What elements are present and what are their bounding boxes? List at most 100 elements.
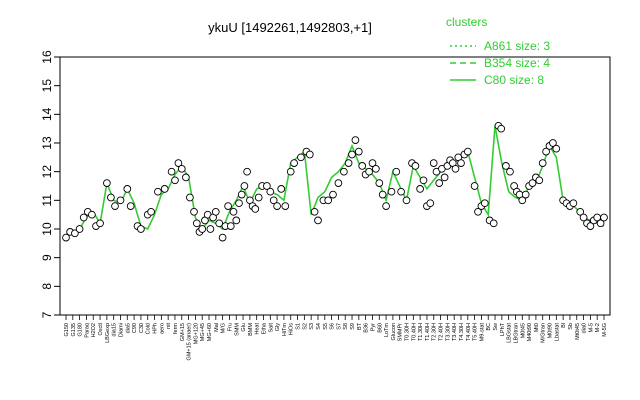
data-point <box>286 167 295 176</box>
x-tick-label: Salt <box>268 323 274 333</box>
data-point <box>171 176 179 185</box>
x-tick-label: ferm <box>173 323 179 334</box>
data-point <box>215 219 224 228</box>
data-point <box>167 167 176 176</box>
data-point <box>251 205 260 213</box>
data-point <box>344 159 353 167</box>
x-tick-label: Sb <box>568 323 574 330</box>
data-point <box>154 187 162 196</box>
x-tick-label: BC <box>486 323 492 331</box>
y-tick-label: 8 <box>40 283 54 290</box>
data-point <box>489 219 498 228</box>
data-point <box>314 216 322 225</box>
data-point <box>474 207 482 216</box>
data-point <box>382 202 390 210</box>
data-point <box>497 124 506 133</box>
data-point <box>569 199 578 208</box>
x-tick-label: B36 <box>364 323 370 333</box>
x-tick-label: MG+60 <box>207 323 213 341</box>
data-point <box>273 202 281 210</box>
x-tick-label: S8 <box>343 323 349 330</box>
x-tick-label: dia0 <box>582 323 588 333</box>
x-tick-label: HPh <box>153 323 159 334</box>
data-point <box>174 159 183 167</box>
x-tick-label: Etha <box>261 322 267 334</box>
x-tick-label: T4.30H <box>459 323 465 341</box>
legend-title: clusters <box>446 15 487 29</box>
data-point <box>310 207 319 216</box>
x-tick-label: S5 <box>323 323 329 330</box>
x-tick-label: G135 <box>71 323 77 336</box>
data-point <box>75 225 84 233</box>
data-point <box>324 196 333 205</box>
data-point <box>107 193 115 202</box>
data-point <box>186 193 194 202</box>
y-tick-label: 12 <box>40 165 54 179</box>
data-point <box>266 187 275 196</box>
data-point <box>235 199 243 208</box>
data-point <box>229 207 238 216</box>
x-tick-label: T0.30H <box>405 323 411 341</box>
x-tick-label: Oxctl <box>98 323 104 336</box>
x-tick-label: BMM <box>248 323 254 336</box>
x-tick-label: Glucon <box>391 323 397 340</box>
data-point <box>290 159 298 167</box>
x-tick-label: Fru <box>227 323 233 331</box>
data-point <box>243 167 251 176</box>
data-point <box>416 185 424 193</box>
x-tick-label: G180 <box>78 323 84 336</box>
legend: clusters A861 size: 3 B354 size: 4 C80 size… <box>446 15 550 87</box>
data-point <box>126 202 135 210</box>
x-tick-label: Mt0 <box>534 323 540 332</box>
x-tick-label: M9-stat <box>479 323 485 342</box>
x-tick-label: Gly <box>275 323 281 332</box>
data-point <box>378 190 387 199</box>
data-point <box>506 167 514 176</box>
data-point <box>354 147 363 156</box>
x-tick-label: Lbastat <box>554 323 560 342</box>
x-tick-label: Sw <box>493 323 499 331</box>
data-point <box>372 164 380 173</box>
x-tick-label: LBGstat <box>507 323 513 343</box>
data-point <box>397 187 405 196</box>
x-tick-label: dia15 <box>112 323 118 336</box>
x-tick-label: M/G <box>221 323 227 333</box>
data-point <box>576 207 585 216</box>
x-tick-label: Heat <box>255 323 261 335</box>
x-tick-label: C90 <box>132 323 138 333</box>
data-point <box>518 196 527 205</box>
data-point <box>552 144 561 153</box>
data-point <box>387 187 396 196</box>
data-point <box>535 176 544 185</box>
data-point <box>254 193 263 202</box>
data-point <box>502 162 510 170</box>
data-point <box>429 159 438 167</box>
x-tick-label: GM+15 <box>180 323 186 341</box>
x-tick-label: T3.40H <box>452 323 458 341</box>
x-tick-label: T1.30H <box>418 323 424 341</box>
data-point <box>281 202 290 210</box>
data-point <box>218 233 227 242</box>
data-point <box>269 196 278 205</box>
data-point <box>71 229 79 238</box>
x-tick-label: aero <box>159 323 165 334</box>
data-point <box>182 173 190 182</box>
x-tick-label: Paraq <box>84 323 90 338</box>
x-tick-label: S2 <box>302 323 308 330</box>
data-point <box>263 182 271 190</box>
data-point <box>240 182 249 190</box>
x-tick-label: C30 <box>139 323 145 333</box>
x-tick-label: MG+120 <box>193 323 199 344</box>
x-tick-label: SMMPr <box>398 323 404 342</box>
data-point <box>596 219 605 228</box>
data-point <box>340 167 348 176</box>
x-tick-label: nit <box>166 323 172 329</box>
x-tick-label: S4 <box>316 323 322 330</box>
y-tick-label: 10 <box>40 222 54 236</box>
x-tick-label: M-5G <box>602 323 608 337</box>
x-tick-label: S9 <box>350 323 356 330</box>
x-tick-label: LPhT <box>500 322 506 336</box>
x-tick-label: T3.30H <box>445 323 451 341</box>
legend-entry-label: B354 size: 4 <box>484 56 550 70</box>
